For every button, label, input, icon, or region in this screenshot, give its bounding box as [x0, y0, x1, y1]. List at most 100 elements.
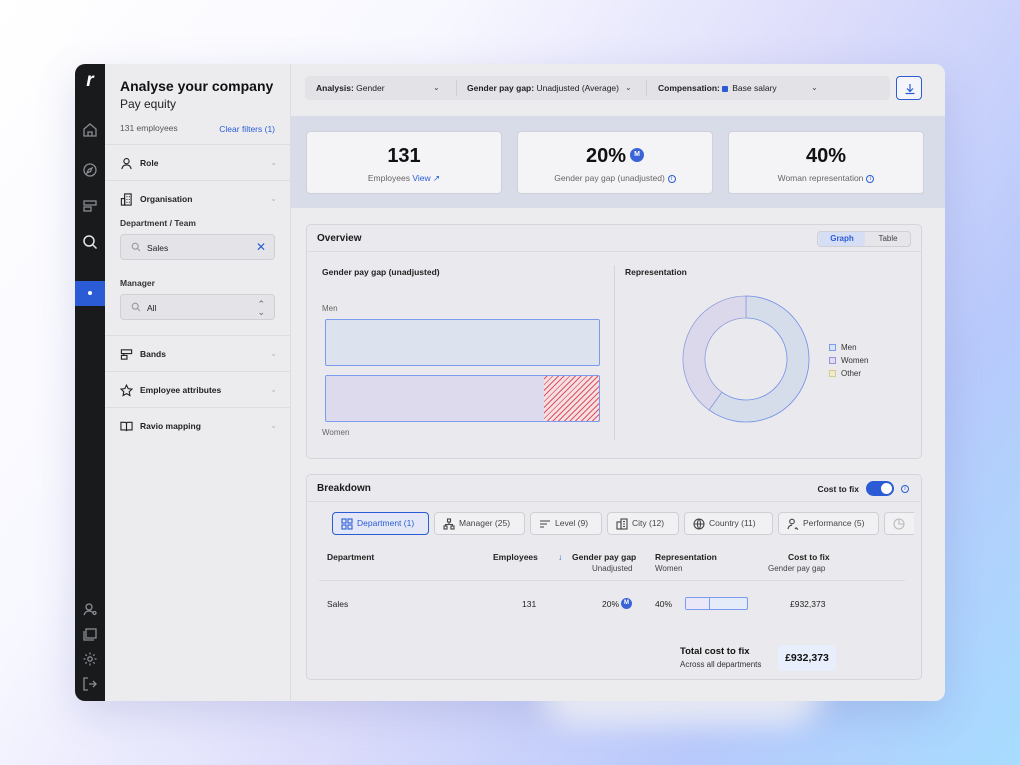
- pay-gap-hatch: [544, 376, 599, 421]
- tab-country[interactable]: Country (11): [684, 512, 773, 535]
- row-representation: 40%: [655, 599, 673, 609]
- clear-icon[interactable]: ✕: [255, 240, 266, 254]
- info-icon[interactable]: i: [901, 485, 909, 493]
- tab-more[interactable]: [884, 512, 914, 535]
- filters-panel: Analyse your company Pay equity 131 empl…: [105, 64, 291, 701]
- search-icon: [131, 242, 141, 252]
- app-window: r Analyse your company Pay equity 131 em…: [75, 64, 945, 701]
- women-representation-stat-card: 40% Woman representation i: [728, 131, 924, 194]
- tab-level[interactable]: Level (9): [530, 512, 602, 535]
- clear-filters-link[interactable]: Clear filters (1): [219, 124, 275, 134]
- analysis-dropdown[interactable]: Analysis: Gender: [316, 76, 385, 100]
- levels-icon: [539, 518, 551, 530]
- row-department: Sales: [327, 599, 349, 609]
- chevron-down-icon: ⌄: [270, 158, 277, 167]
- download-icon: [905, 84, 915, 95]
- pay-gap-value-text: 20%: [585, 145, 627, 167]
- performance-icon: [787, 518, 799, 530]
- cost-to-fix-toggle[interactable]: [866, 481, 894, 496]
- base-salary-swatch: [722, 85, 729, 92]
- col-header-employees[interactable]: Employees: [493, 552, 538, 562]
- info-icon[interactable]: i: [866, 174, 875, 183]
- compensation-value: Base salary: [732, 83, 777, 93]
- ravio-logo[interactable]: r: [86, 70, 94, 91]
- col-header-representation[interactable]: Representation: [655, 552, 717, 562]
- employees-caption-text: Employees: [367, 173, 410, 183]
- col-header-cost-to-fix[interactable]: Cost to fix: [788, 552, 830, 562]
- employees-stat-caption: Employees View ↗: [307, 173, 501, 184]
- compensation-dropdown[interactable]: Compensation: Base salary: [658, 76, 777, 100]
- search-icon[interactable]: [82, 234, 98, 250]
- donut-slice-women: [682, 295, 747, 411]
- compass-icon[interactable]: [82, 162, 98, 178]
- graph-toggle-button[interactable]: Graph: [819, 232, 865, 246]
- employee-count: 131 employees: [120, 123, 178, 133]
- men-pay-bar: [325, 319, 600, 366]
- gender-pay-gap-dropdown[interactable]: Gender pay gap: Unadjusted (Average): [467, 76, 619, 100]
- filter-section-ravio-mapping[interactable]: Ravio mapping ⌄: [105, 407, 291, 443]
- employees-stat-value: 131: [387, 145, 421, 167]
- manager-select[interactable]: All ⌃ ⌄: [120, 294, 275, 320]
- filter-section-employee-attributes[interactable]: Employee attributes ⌄: [105, 371, 291, 407]
- overview-header: Overview Graph Table: [307, 225, 921, 252]
- main-content: Analysis: Gender ⌄ Gender pay gap: Unadj…: [291, 64, 945, 701]
- chevron-down-icon: ⌄: [625, 83, 632, 92]
- employees-stat-card: 131 Employees View ↗: [306, 131, 502, 194]
- view-employees-link[interactable]: View ↗: [412, 173, 440, 183]
- divider: [646, 80, 647, 96]
- legend-item-women: Women: [829, 354, 868, 367]
- legend-item-men: Men: [829, 341, 868, 354]
- women-pay-bar: [325, 375, 600, 422]
- department-select[interactable]: Sales ✕: [120, 234, 275, 260]
- col-header-department[interactable]: Department: [327, 552, 375, 562]
- bands-icon[interactable]: [82, 198, 98, 214]
- panel-divider: [614, 265, 615, 440]
- toggle-knob: [881, 483, 892, 494]
- tab-label: Performance (5): [803, 518, 865, 528]
- settings-icon[interactable]: [82, 651, 98, 667]
- legend-swatch-men: [829, 344, 836, 351]
- sort-arrow-icon[interactable]: ↓: [558, 552, 563, 562]
- legend-label: Men: [841, 343, 857, 352]
- filter-section-label: Ravio mapping: [140, 421, 201, 431]
- tab-department[interactable]: Department (1): [332, 512, 429, 535]
- chevron-down-icon: ⌄: [811, 83, 818, 92]
- department-label: Department / Team: [120, 218, 196, 228]
- representation-mini-fill: [686, 598, 711, 609]
- pay-equity-nav-item[interactable]: [75, 281, 105, 306]
- representation-title: Representation: [625, 267, 687, 277]
- documents-icon[interactable]: [82, 626, 98, 642]
- filter-section-bands[interactable]: Bands ⌄: [105, 335, 291, 371]
- tab-city[interactable]: City (12): [607, 512, 679, 535]
- filter-section-organisation[interactable]: Organisation ⌄: [105, 180, 291, 216]
- women-stat-caption: Woman representation i: [729, 173, 923, 183]
- download-button[interactable]: [896, 76, 922, 100]
- home-icon[interactable]: [82, 122, 98, 138]
- total-cost-value: £932,373: [778, 645, 836, 671]
- m-badge: M: [630, 147, 645, 162]
- breakdown-title: Breakdown: [317, 483, 371, 494]
- tab-manager[interactable]: Manager (25): [434, 512, 525, 535]
- page-title: Analyse your company: [120, 78, 274, 94]
- info-icon[interactable]: i: [667, 174, 676, 183]
- breakdown-card: Breakdown Cost to fix i Department (1) M…: [306, 474, 922, 680]
- table-toggle-button[interactable]: Table: [878, 234, 898, 243]
- graph-table-toggle: Graph Table: [817, 231, 911, 247]
- filter-section-label: Role: [140, 158, 159, 168]
- legend-item-other: Other: [829, 367, 868, 380]
- cost-to-fix-label: Cost to fix: [817, 484, 859, 494]
- tab-performance[interactable]: Performance (5): [778, 512, 879, 535]
- gap-label: Gender pay gap:: [467, 83, 535, 93]
- chevron-down-icon: ⌄: [433, 83, 440, 92]
- page-subtitle: Pay equity: [120, 97, 177, 111]
- representation-mini-bar: [685, 597, 748, 610]
- col-header-gender-pay-gap[interactable]: Gender pay gap: [572, 552, 637, 562]
- manager-value: All: [147, 303, 157, 313]
- pay-gap-stat-caption: Gender pay gap (unadjusted) i: [518, 173, 712, 183]
- representation-legend: Men Women Other: [829, 341, 868, 380]
- logout-icon[interactable]: [82, 676, 98, 692]
- filter-section-role[interactable]: Role ⌄: [105, 144, 291, 180]
- support-icon[interactable]: [82, 601, 98, 617]
- col-subheader-gender-pay-gap: Gender pay gap: [768, 564, 826, 573]
- person-icon: [120, 157, 133, 170]
